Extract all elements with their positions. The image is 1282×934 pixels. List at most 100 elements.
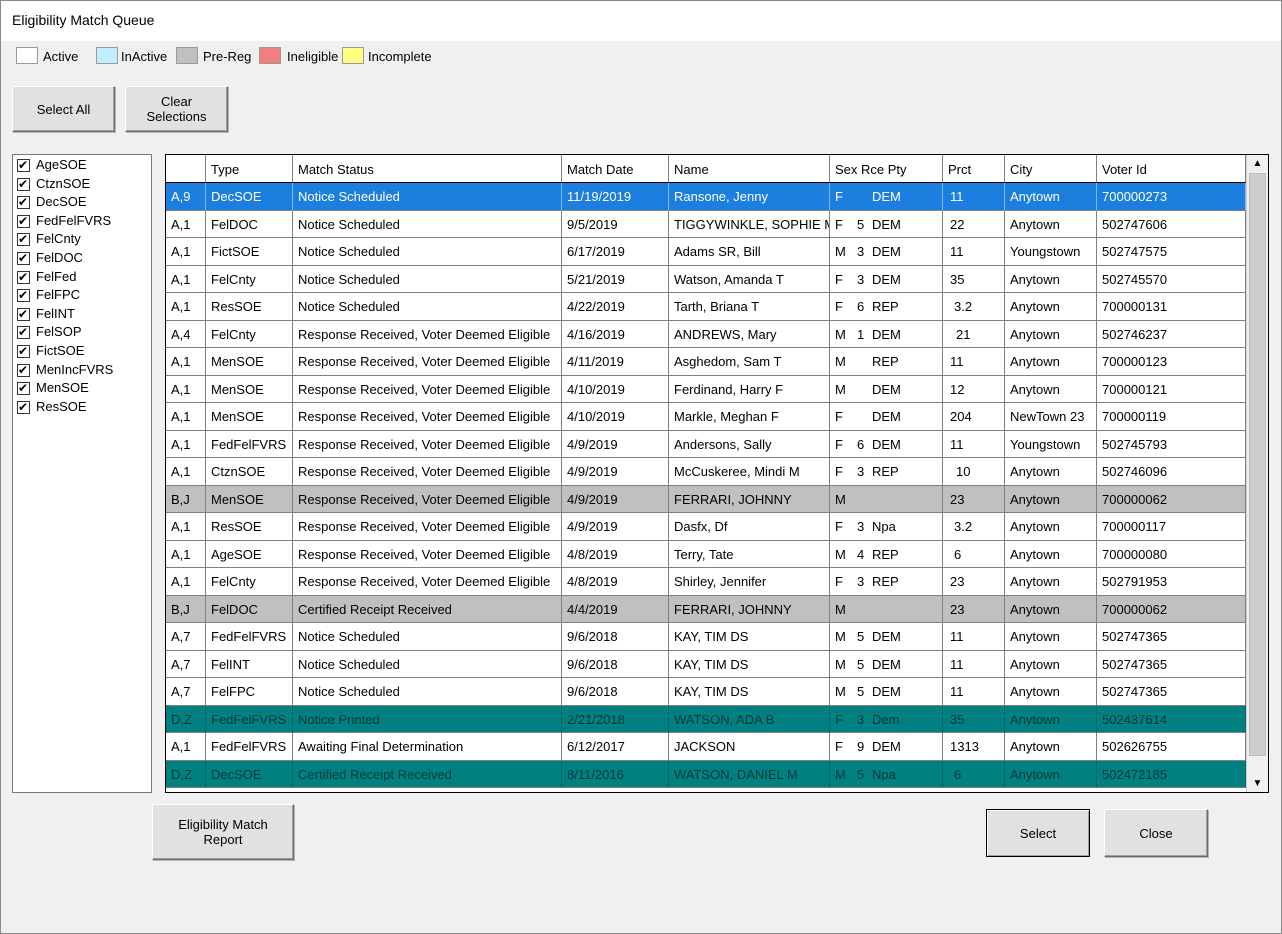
cell-sex: F bbox=[835, 216, 843, 232]
cell-status: Notice Scheduled bbox=[293, 210, 562, 238]
cell-sex-race-party: F 6 DEM bbox=[830, 430, 943, 458]
cell-name: Andersons, Sally bbox=[669, 430, 830, 458]
checkbox[interactable]: ✔ bbox=[17, 158, 30, 172]
column-header-date[interactable]: Match Date bbox=[562, 155, 669, 183]
table-row[interactable]: A,9 DecSOE Notice Scheduled 11/19/2019 Ranso… bbox=[166, 183, 1246, 211]
legend-label: Ineligible bbox=[287, 49, 339, 64]
checkbox[interactable]: ✔ bbox=[17, 214, 30, 228]
cell-race: 3 bbox=[857, 271, 865, 287]
checkbox[interactable]: ✔ bbox=[17, 270, 30, 284]
cell-sex-race-party: F 3 Dem bbox=[830, 705, 943, 733]
cell-date: 4/10/2019 bbox=[562, 403, 669, 431]
table-row[interactable]: A,1 MenSOE Response Received, Voter Deemed… bbox=[166, 348, 1246, 376]
cell-type: FelCnty bbox=[206, 265, 293, 293]
clear-selections-button[interactable]: Clear Selections bbox=[125, 86, 228, 132]
checkbox[interactable]: ✔ bbox=[17, 232, 30, 247]
table-row[interactable]: D,Z DecSOE Certified Receipt Received 8/11/… bbox=[166, 760, 1246, 788]
checkbox[interactable]: ✔ bbox=[17, 344, 30, 358]
cell-type: DecSOE bbox=[206, 760, 293, 788]
cell-party: REP bbox=[872, 299, 899, 314]
column-header-sex-race-party[interactable]: Sex Rce Pty bbox=[830, 155, 943, 183]
checkmark-icon: ✔ bbox=[18, 362, 29, 377]
table-row[interactable]: A,7 FedFelFVRS Notice Scheduled 9/6/2018 KAY… bbox=[166, 623, 1246, 651]
column-header-code[interactable] bbox=[166, 155, 206, 183]
column-header-prct[interactable]: Prct bbox=[943, 155, 1005, 183]
table-row[interactable]: A,1 ResSOE Response Received, Voter Deemed… bbox=[166, 513, 1246, 541]
cell-sex-race-party: F 9 DEM bbox=[830, 733, 943, 761]
legend-swatch bbox=[176, 47, 198, 64]
cell-sex-race-party: F 3 DEM bbox=[830, 265, 943, 293]
table-row[interactable]: A,7 FelINT Notice Scheduled 9/6/2018 KAY, TI… bbox=[166, 650, 1246, 678]
table-row[interactable]: A,7 FelFPC Notice Scheduled 9/6/2018 KAY, TI… bbox=[166, 678, 1246, 706]
table-row[interactable]: A,1 MenSOE Response Received, Voter Deemed… bbox=[166, 403, 1246, 431]
cell-sex-race-party: M bbox=[830, 595, 943, 623]
cell-prct: 23 bbox=[943, 485, 1005, 513]
cell-city: Anytown bbox=[1005, 320, 1097, 348]
cell-type: MenSOE bbox=[206, 348, 293, 376]
cell-type: MenSOE bbox=[206, 375, 293, 403]
checkbox[interactable]: ✔ bbox=[17, 288, 30, 303]
cell-date: 11/19/2019 bbox=[562, 183, 669, 211]
table-row[interactable]: A,4 FelCnty Response Received, Voter Deeme… bbox=[166, 320, 1246, 348]
table-row[interactable]: A,1 CtznSOE Response Received, Voter Deeme… bbox=[166, 458, 1246, 486]
scroll-thumb[interactable] bbox=[1249, 173, 1266, 756]
cell-party: DEM bbox=[872, 409, 901, 424]
table-row[interactable]: A,1 FedFelFVRS Awaiting Final Determinatio… bbox=[166, 733, 1246, 761]
table-row[interactable]: A,1 FictSOE Notice Scheduled 6/17/2019 Adams… bbox=[166, 238, 1246, 266]
cell-code: A,1 bbox=[166, 348, 206, 376]
cell-prct: 204 bbox=[943, 403, 1005, 431]
table-row[interactable]: A,1 FedFelFVRS Response Received, Voter De… bbox=[166, 430, 1246, 458]
column-header-status[interactable]: Match Status bbox=[293, 155, 562, 183]
cell-prct: 3.2 bbox=[943, 513, 1005, 541]
table-row[interactable]: A,1 ResSOE Notice Scheduled 4/22/2019 Tarth,… bbox=[166, 293, 1246, 321]
table-row[interactable]: A,1 AgeSOE Response Received, Voter Deemed… bbox=[166, 540, 1246, 568]
checkbox[interactable]: ✔ bbox=[17, 362, 30, 377]
cell-sex: F bbox=[835, 299, 843, 314]
vertical-scrollbar[interactable]: ▲ ▼ bbox=[1246, 155, 1268, 792]
column-header-name[interactable]: Name bbox=[669, 155, 830, 183]
cell-type: AgeSOE bbox=[206, 540, 293, 568]
cell-sex: M bbox=[835, 684, 846, 699]
table-row[interactable]: A,1 FelCnty Response Received, Voter Deeme… bbox=[166, 568, 1246, 596]
cell-city: Anytown bbox=[1005, 733, 1097, 761]
type-filter-label: FelDOC bbox=[36, 250, 83, 265]
cell-code: D,Z bbox=[166, 705, 206, 733]
checkbox[interactable]: ✔ bbox=[17, 381, 30, 396]
close-button[interactable]: Close bbox=[1104, 809, 1208, 857]
table-row[interactable]: B,J FelDOC Certified Receipt Received 4/4/2… bbox=[166, 595, 1246, 623]
checkbox[interactable]: ✔ bbox=[17, 195, 30, 210]
cell-status: Response Received, Voter Deemed Eligible bbox=[293, 403, 562, 431]
table-row[interactable]: A,1 FelCnty Notice Scheduled 5/21/2019 Watso… bbox=[166, 265, 1246, 293]
cell-name: Watson, Amanda T bbox=[669, 265, 830, 293]
cell-voter-id: 700000131 bbox=[1097, 293, 1246, 321]
cell-status: Notice Scheduled bbox=[293, 183, 562, 211]
select-button[interactable]: Select bbox=[986, 809, 1090, 857]
table-row[interactable]: A,1 MenSOE Response Received, Voter Deemed… bbox=[166, 375, 1246, 403]
table-row[interactable]: D,Z FedFelFVRS Notice Printed 2/21/2018 WATS… bbox=[166, 705, 1246, 733]
scroll-down-icon[interactable]: ▼ bbox=[1252, 778, 1263, 789]
cell-voter-id: 502747365 bbox=[1097, 678, 1246, 706]
cell-status: Awaiting Final Determination bbox=[293, 733, 562, 761]
column-header-city[interactable]: City bbox=[1005, 155, 1097, 183]
checkbox[interactable]: ✔ bbox=[17, 251, 30, 265]
table-row[interactable]: A,1 FelDOC Notice Scheduled 9/5/2019 TIGGYWI… bbox=[166, 210, 1246, 238]
column-header-type[interactable]: Type bbox=[206, 155, 293, 183]
cell-code: A,9 bbox=[166, 183, 206, 211]
checkbox[interactable]: ✔ bbox=[17, 325, 30, 340]
cell-voter-id: 700000062 bbox=[1097, 485, 1246, 513]
checkbox[interactable]: ✔ bbox=[17, 177, 30, 191]
cell-status: Certified Receipt Received bbox=[293, 595, 562, 623]
cell-status: Response Received, Voter Deemed Eligible bbox=[293, 348, 562, 376]
type-filter-label: FelSOP bbox=[36, 324, 82, 340]
cell-date: 4/16/2019 bbox=[562, 320, 669, 348]
cell-name: Ferdinand, Harry F bbox=[669, 375, 830, 403]
scroll-up-icon[interactable]: ▲ bbox=[1252, 158, 1263, 169]
select-all-button[interactable]: Select All bbox=[12, 86, 115, 132]
column-header-voter-id[interactable]: Voter Id bbox=[1097, 155, 1246, 183]
cell-date: 4/10/2019 bbox=[562, 375, 669, 403]
checkbox[interactable]: ✔ bbox=[17, 307, 30, 321]
checkbox[interactable]: ✔ bbox=[17, 400, 30, 414]
eligibility-match-report-button[interactable]: Eligibility Match Report bbox=[152, 804, 294, 860]
table-row[interactable]: B,J MenSOE Response Received, Voter Deemed… bbox=[166, 485, 1246, 513]
